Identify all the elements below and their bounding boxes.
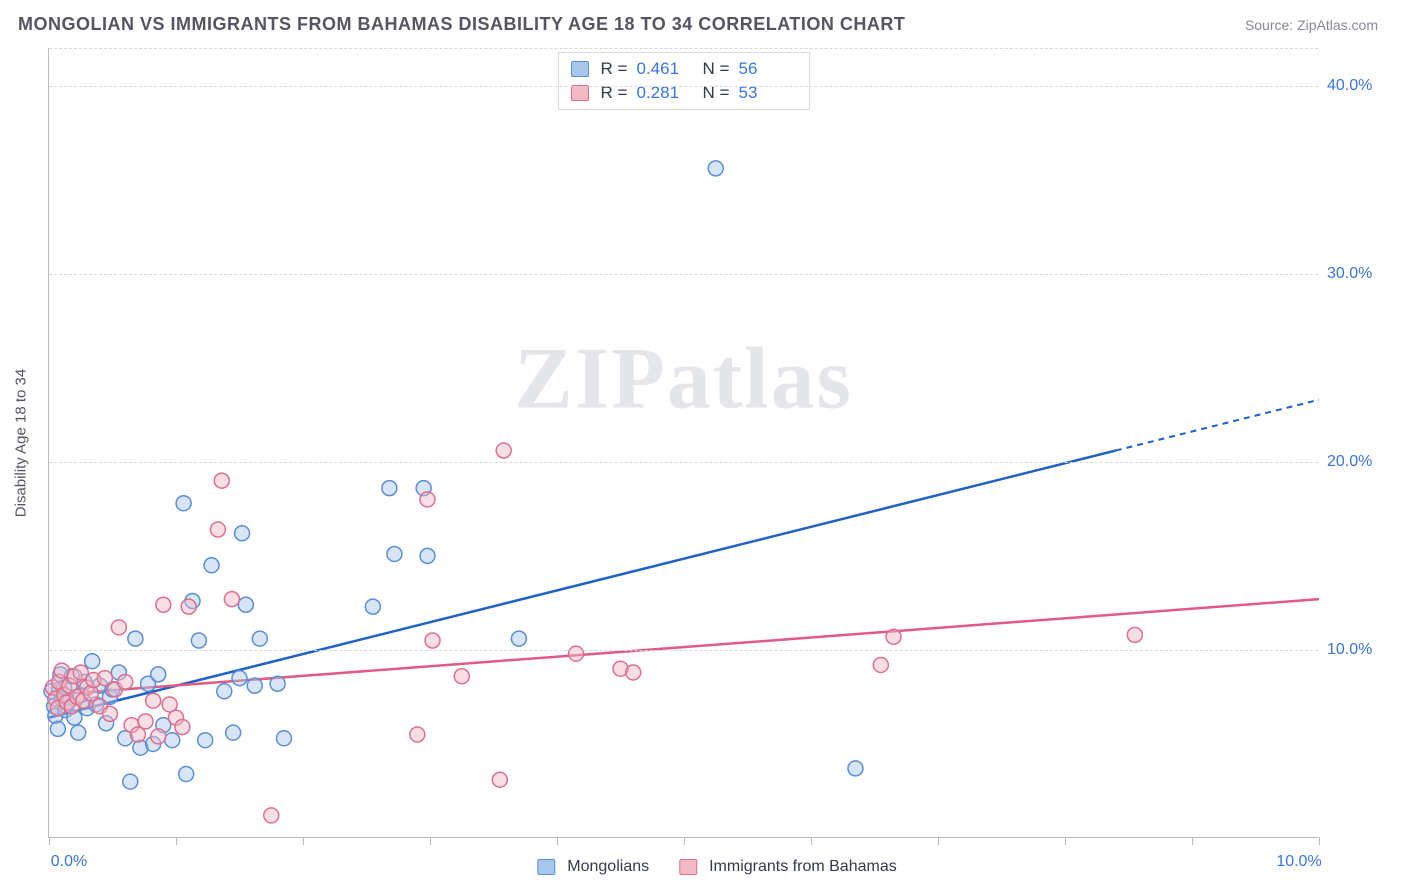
scatter-point-bahamas xyxy=(873,657,888,672)
scatter-point-mongolians xyxy=(165,733,180,748)
scatter-point-bahamas xyxy=(420,492,435,507)
scatter-point-bahamas xyxy=(111,620,126,635)
legend-swatch-icon xyxy=(537,859,555,875)
scatter-point-bahamas xyxy=(410,727,425,742)
x-tick-label: 0.0% xyxy=(51,853,87,871)
x-tick xyxy=(176,837,177,845)
scatter-point-mongolians xyxy=(420,548,435,563)
scatter-point-bahamas xyxy=(130,727,145,742)
scatter-point-bahamas xyxy=(626,665,641,680)
scatter-point-bahamas xyxy=(1127,627,1142,642)
scatter-point-mongolians xyxy=(217,684,232,699)
trend-line-dashed-mongolians xyxy=(1116,400,1319,451)
scatter-point-mongolians xyxy=(85,654,100,669)
scatter-point-mongolians xyxy=(270,676,285,691)
x-tick xyxy=(1192,837,1193,845)
scatter-point-mongolians xyxy=(252,631,267,646)
scatter-point-mongolians xyxy=(50,721,65,736)
x-tick xyxy=(430,837,431,845)
scatter-point-mongolians xyxy=(179,767,194,782)
scatter-point-mongolians xyxy=(176,496,191,511)
legend-series-box: Mongolians Immigrants from Bahamas xyxy=(537,858,896,876)
x-tick xyxy=(557,837,558,845)
legend-swatch-mongolians xyxy=(571,61,589,77)
x-tick-label: 10.0% xyxy=(1276,853,1321,871)
legend-swatch-bahamas xyxy=(571,85,589,101)
scatter-point-bahamas xyxy=(496,443,511,458)
legend-item-bahamas: Immigrants from Bahamas xyxy=(679,858,897,876)
scatter-point-bahamas xyxy=(175,720,190,735)
scatter-point-bahamas xyxy=(264,808,279,823)
x-tick xyxy=(684,837,685,845)
x-tick xyxy=(811,837,812,845)
scatter-point-mongolians xyxy=(365,599,380,614)
scatter-point-bahamas xyxy=(118,674,133,689)
scatter-point-mongolians xyxy=(198,733,213,748)
y-axis-title: Disability Age 18 to 34 xyxy=(13,368,30,516)
scatter-point-mongolians xyxy=(191,633,206,648)
scatter-point-bahamas xyxy=(569,646,584,661)
y-tick-label: 10.0% xyxy=(1327,641,1372,659)
grid-line-h xyxy=(49,48,1318,49)
scatter-plot-svg xyxy=(49,48,1319,838)
scatter-point-bahamas xyxy=(454,669,469,684)
chart-container: ZIPatlas Disability Age 18 to 34 R = 0.4… xyxy=(48,48,1386,838)
scatter-point-mongolians xyxy=(247,678,262,693)
scatter-point-mongolians xyxy=(708,161,723,176)
scatter-point-mongolians xyxy=(387,546,402,561)
scatter-point-mongolians xyxy=(204,558,219,573)
x-tick xyxy=(49,837,50,845)
grid-line-h xyxy=(49,274,1318,275)
x-tick xyxy=(938,837,939,845)
y-tick-label: 20.0% xyxy=(1327,453,1372,471)
x-tick xyxy=(1065,837,1066,845)
scatter-point-bahamas xyxy=(210,522,225,537)
scatter-point-bahamas xyxy=(181,599,196,614)
scatter-point-mongolians xyxy=(123,774,138,789)
scatter-point-mongolians xyxy=(128,631,143,646)
scatter-point-mongolians xyxy=(226,725,241,740)
scatter-point-bahamas xyxy=(146,693,161,708)
grid-line-h xyxy=(49,86,1318,87)
chart-header: MONGOLIAN VS IMMIGRANTS FROM BAHAMAS DIS… xyxy=(0,0,1406,43)
legend-stats-box: R = 0.461 N = 56 R = 0.281 N = 53 xyxy=(558,52,810,110)
scatter-point-bahamas xyxy=(102,706,117,721)
scatter-point-mongolians xyxy=(848,761,863,776)
scatter-point-bahamas xyxy=(492,772,507,787)
scatter-point-mongolians xyxy=(71,725,86,740)
y-tick-label: 30.0% xyxy=(1327,265,1372,283)
scatter-point-bahamas xyxy=(224,592,239,607)
legend-item-mongolians: Mongolians xyxy=(537,858,649,876)
scatter-point-mongolians xyxy=(238,597,253,612)
scatter-point-bahamas xyxy=(151,729,166,744)
scatter-point-bahamas xyxy=(138,714,153,729)
scatter-point-bahamas xyxy=(214,473,229,488)
scatter-point-bahamas xyxy=(425,633,440,648)
chart-source: Source: ZipAtlas.com xyxy=(1245,17,1378,33)
legend-stats-row-bahamas: R = 0.281 N = 53 xyxy=(569,81,799,105)
x-tick xyxy=(303,837,304,845)
scatter-point-mongolians xyxy=(511,631,526,646)
legend-swatch-icon xyxy=(679,859,697,875)
scatter-point-bahamas xyxy=(83,686,98,701)
y-tick-label: 40.0% xyxy=(1327,77,1372,95)
scatter-point-bahamas xyxy=(886,629,901,644)
chart-title: MONGOLIAN VS IMMIGRANTS FROM BAHAMAS DIS… xyxy=(18,14,905,35)
grid-line-h xyxy=(49,462,1318,463)
grid-line-h xyxy=(49,650,1318,651)
scatter-point-mongolians xyxy=(232,671,247,686)
scatter-point-mongolians xyxy=(151,667,166,682)
scatter-point-mongolians xyxy=(382,481,397,496)
scatter-point-mongolians xyxy=(276,731,291,746)
legend-stats-row-mongolians: R = 0.461 N = 56 xyxy=(569,57,799,81)
scatter-point-bahamas xyxy=(156,597,171,612)
trend-line-mongolians xyxy=(49,451,1116,718)
x-tick xyxy=(1319,837,1320,845)
scatter-point-mongolians xyxy=(235,526,250,541)
plot-area: ZIPatlas Disability Age 18 to 34 R = 0.4… xyxy=(48,48,1318,838)
